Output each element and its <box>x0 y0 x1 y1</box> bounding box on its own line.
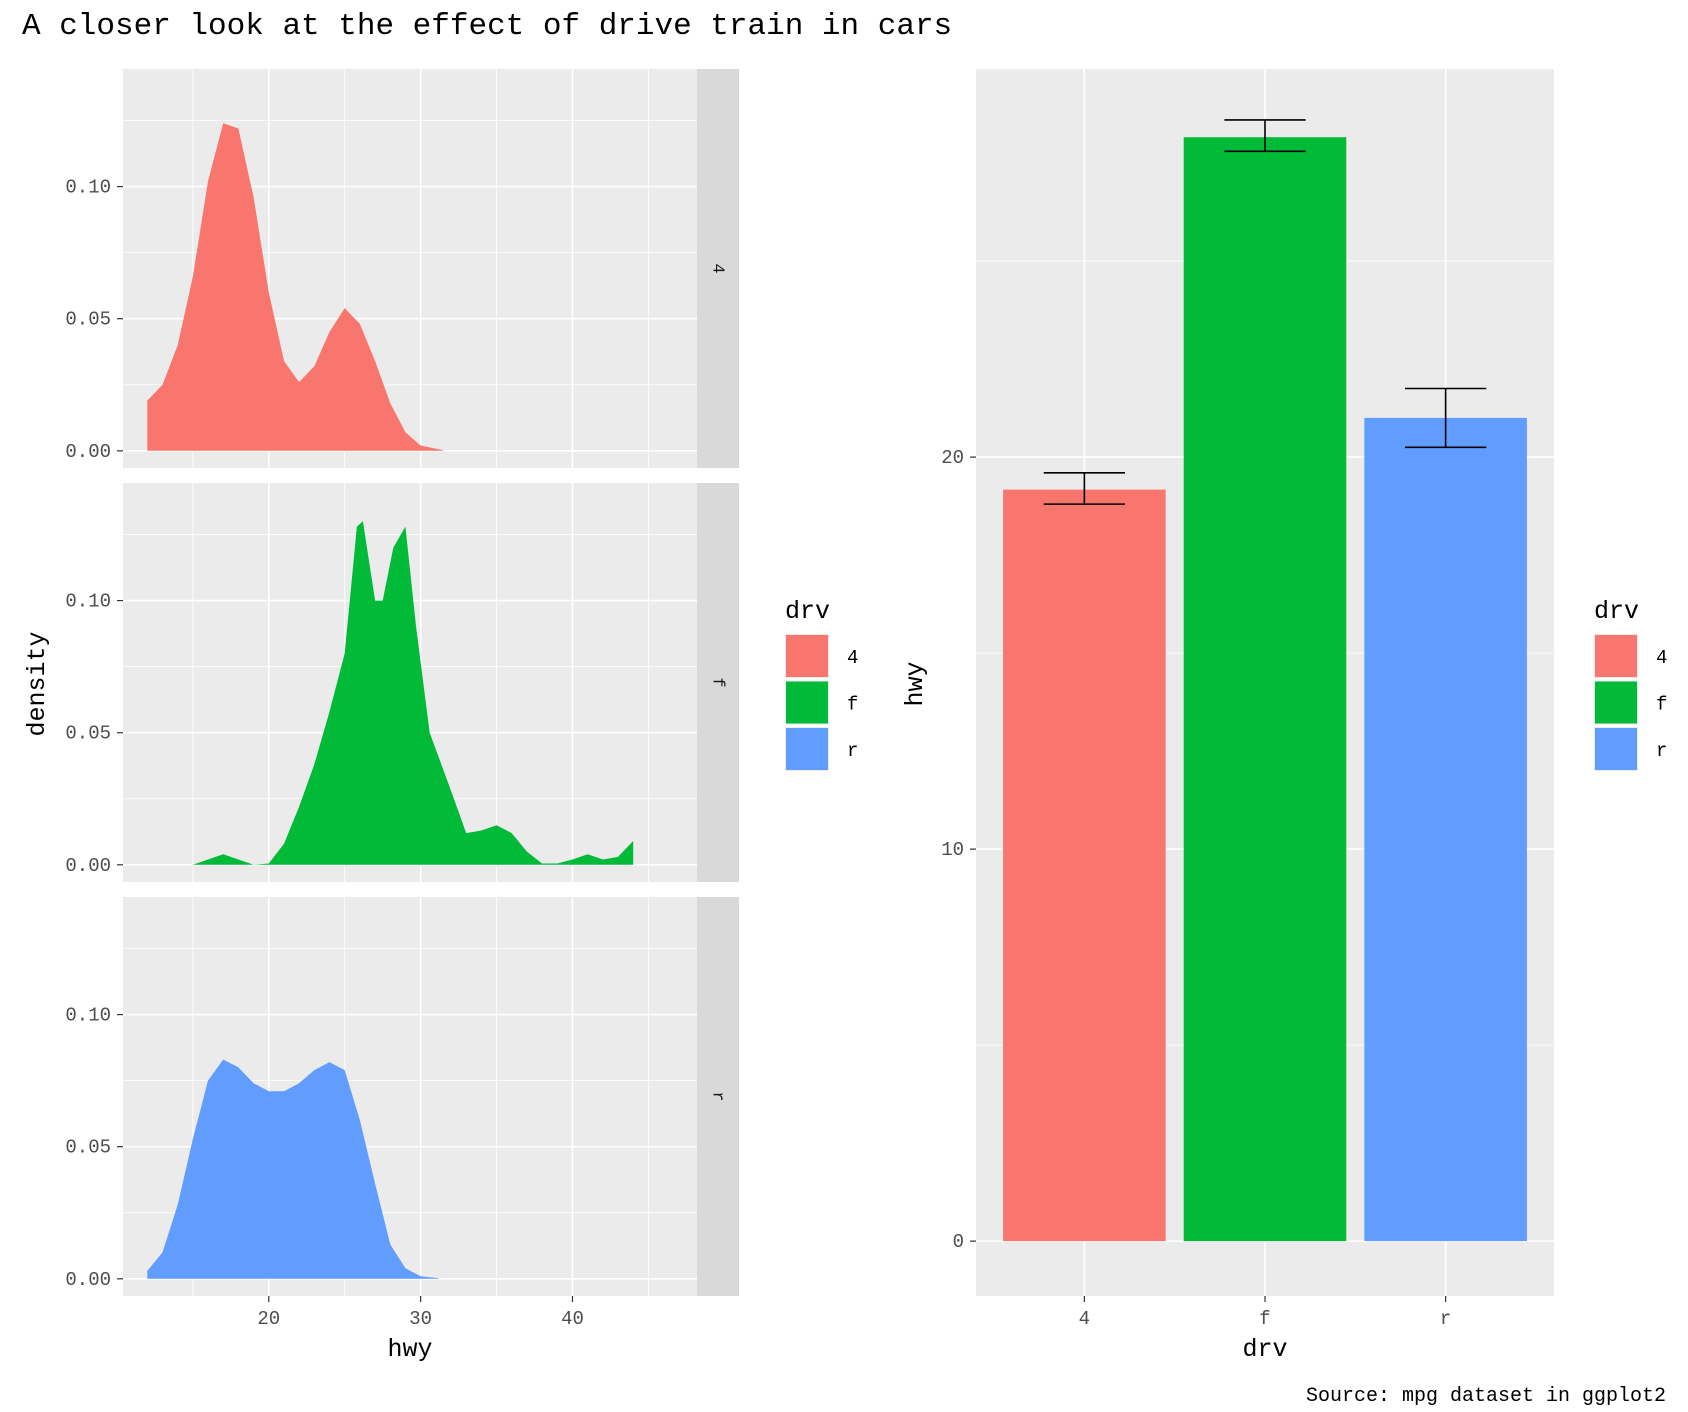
legend-item-r: r <box>1594 727 1667 771</box>
y-tick-label: 20 <box>941 447 964 469</box>
y-tick-label: 0.10 <box>65 1005 111 1027</box>
y-tick-label: 0 <box>953 1231 964 1253</box>
facet-panel-f: 0.00 0.05 0.10 f <box>65 483 739 882</box>
legend-bar: drv 4 f r <box>1594 597 1667 771</box>
facet-strip-label: 4 <box>708 263 727 273</box>
legend-label: f <box>847 694 858 716</box>
facet-strip-f <box>697 483 739 882</box>
density-area-r <box>147 1059 439 1279</box>
chart-caption: Source: mpg dataset in ggplot2 <box>1306 1385 1666 1407</box>
legend-label: r <box>847 740 858 762</box>
y-tick-label: 0.05 <box>65 723 111 745</box>
x-axis-title: hwy <box>387 1335 432 1364</box>
error-bar-r <box>1404 387 1487 449</box>
x-tick-label: 20 <box>257 1308 280 1330</box>
y-axis-title: hwy <box>901 661 930 706</box>
density-area-f <box>192 521 634 865</box>
legend-label: 4 <box>1656 647 1667 669</box>
error-bar-f <box>1224 119 1306 153</box>
legend-label: 4 <box>847 647 858 669</box>
y-axis-title: density <box>23 631 52 736</box>
density-area-4 <box>147 123 444 451</box>
y-tick-label: 10 <box>941 839 964 861</box>
legend-item-f: f <box>785 680 858 725</box>
bar-r <box>1364 417 1527 1242</box>
facet-strip-label: r <box>708 1091 727 1101</box>
bar-chart: 0 10 20 4 f r drv hwy <box>901 69 1554 1364</box>
legend-title: drv <box>1594 597 1639 626</box>
y-tick-label: 0.00 <box>65 441 111 463</box>
legend-item-4: 4 <box>1594 634 1667 678</box>
x-tick-label: f <box>1259 1308 1270 1330</box>
bar-f <box>1183 137 1347 1242</box>
x-tick-label: 4 <box>1079 1308 1090 1330</box>
y-tick-label: 0.05 <box>65 1137 111 1159</box>
y-tick-label: 0.00 <box>65 855 111 877</box>
legend-key-swatch <box>786 681 828 724</box>
y-tick-label: 0.10 <box>65 177 111 199</box>
legend-item-4: 4 <box>785 634 858 678</box>
legend-label: f <box>1656 694 1667 716</box>
legend-density: drv 4 f r <box>785 597 858 771</box>
density-facet-chart: 0.00 0.05 0.10 4 0.00 0.05 0.10 f 0.00 0.05 0.10 r 2… <box>23 69 739 1364</box>
x-tick-label: 30 <box>409 1308 432 1330</box>
x-tick-label: r <box>1440 1308 1451 1330</box>
y-tick-label: 0.05 <box>65 309 111 331</box>
x-tick-label: 40 <box>561 1308 584 1330</box>
error-bar-4 <box>1043 471 1126 505</box>
x-axis-title: drv <box>1242 1335 1287 1364</box>
facet-panel-r: 0.00 0.05 0.10 r <box>65 897 739 1296</box>
legend-key-swatch <box>1595 728 1637 770</box>
legend-key-swatch <box>1595 635 1637 677</box>
facet-strip-r <box>697 897 739 1296</box>
legend-item-f: f <box>1594 680 1667 725</box>
facet-strip-4 <box>697 69 739 468</box>
bar-4 <box>1003 489 1166 1242</box>
legend-label: r <box>1656 740 1667 762</box>
legend-key-swatch <box>786 728 828 770</box>
facet-panel-4: 0.00 0.05 0.10 4 <box>65 69 739 468</box>
legend-key-swatch <box>786 635 828 677</box>
legend-item-r: r <box>785 727 858 771</box>
legend-key-swatch <box>1595 681 1637 724</box>
chart-title: A closer look at the effect of drive tra… <box>22 9 952 44</box>
y-tick-label: 0.10 <box>65 591 111 613</box>
facet-strip-label: f <box>708 677 727 687</box>
y-tick-label: 0.00 <box>65 1269 111 1291</box>
legend-title: drv <box>785 597 830 626</box>
